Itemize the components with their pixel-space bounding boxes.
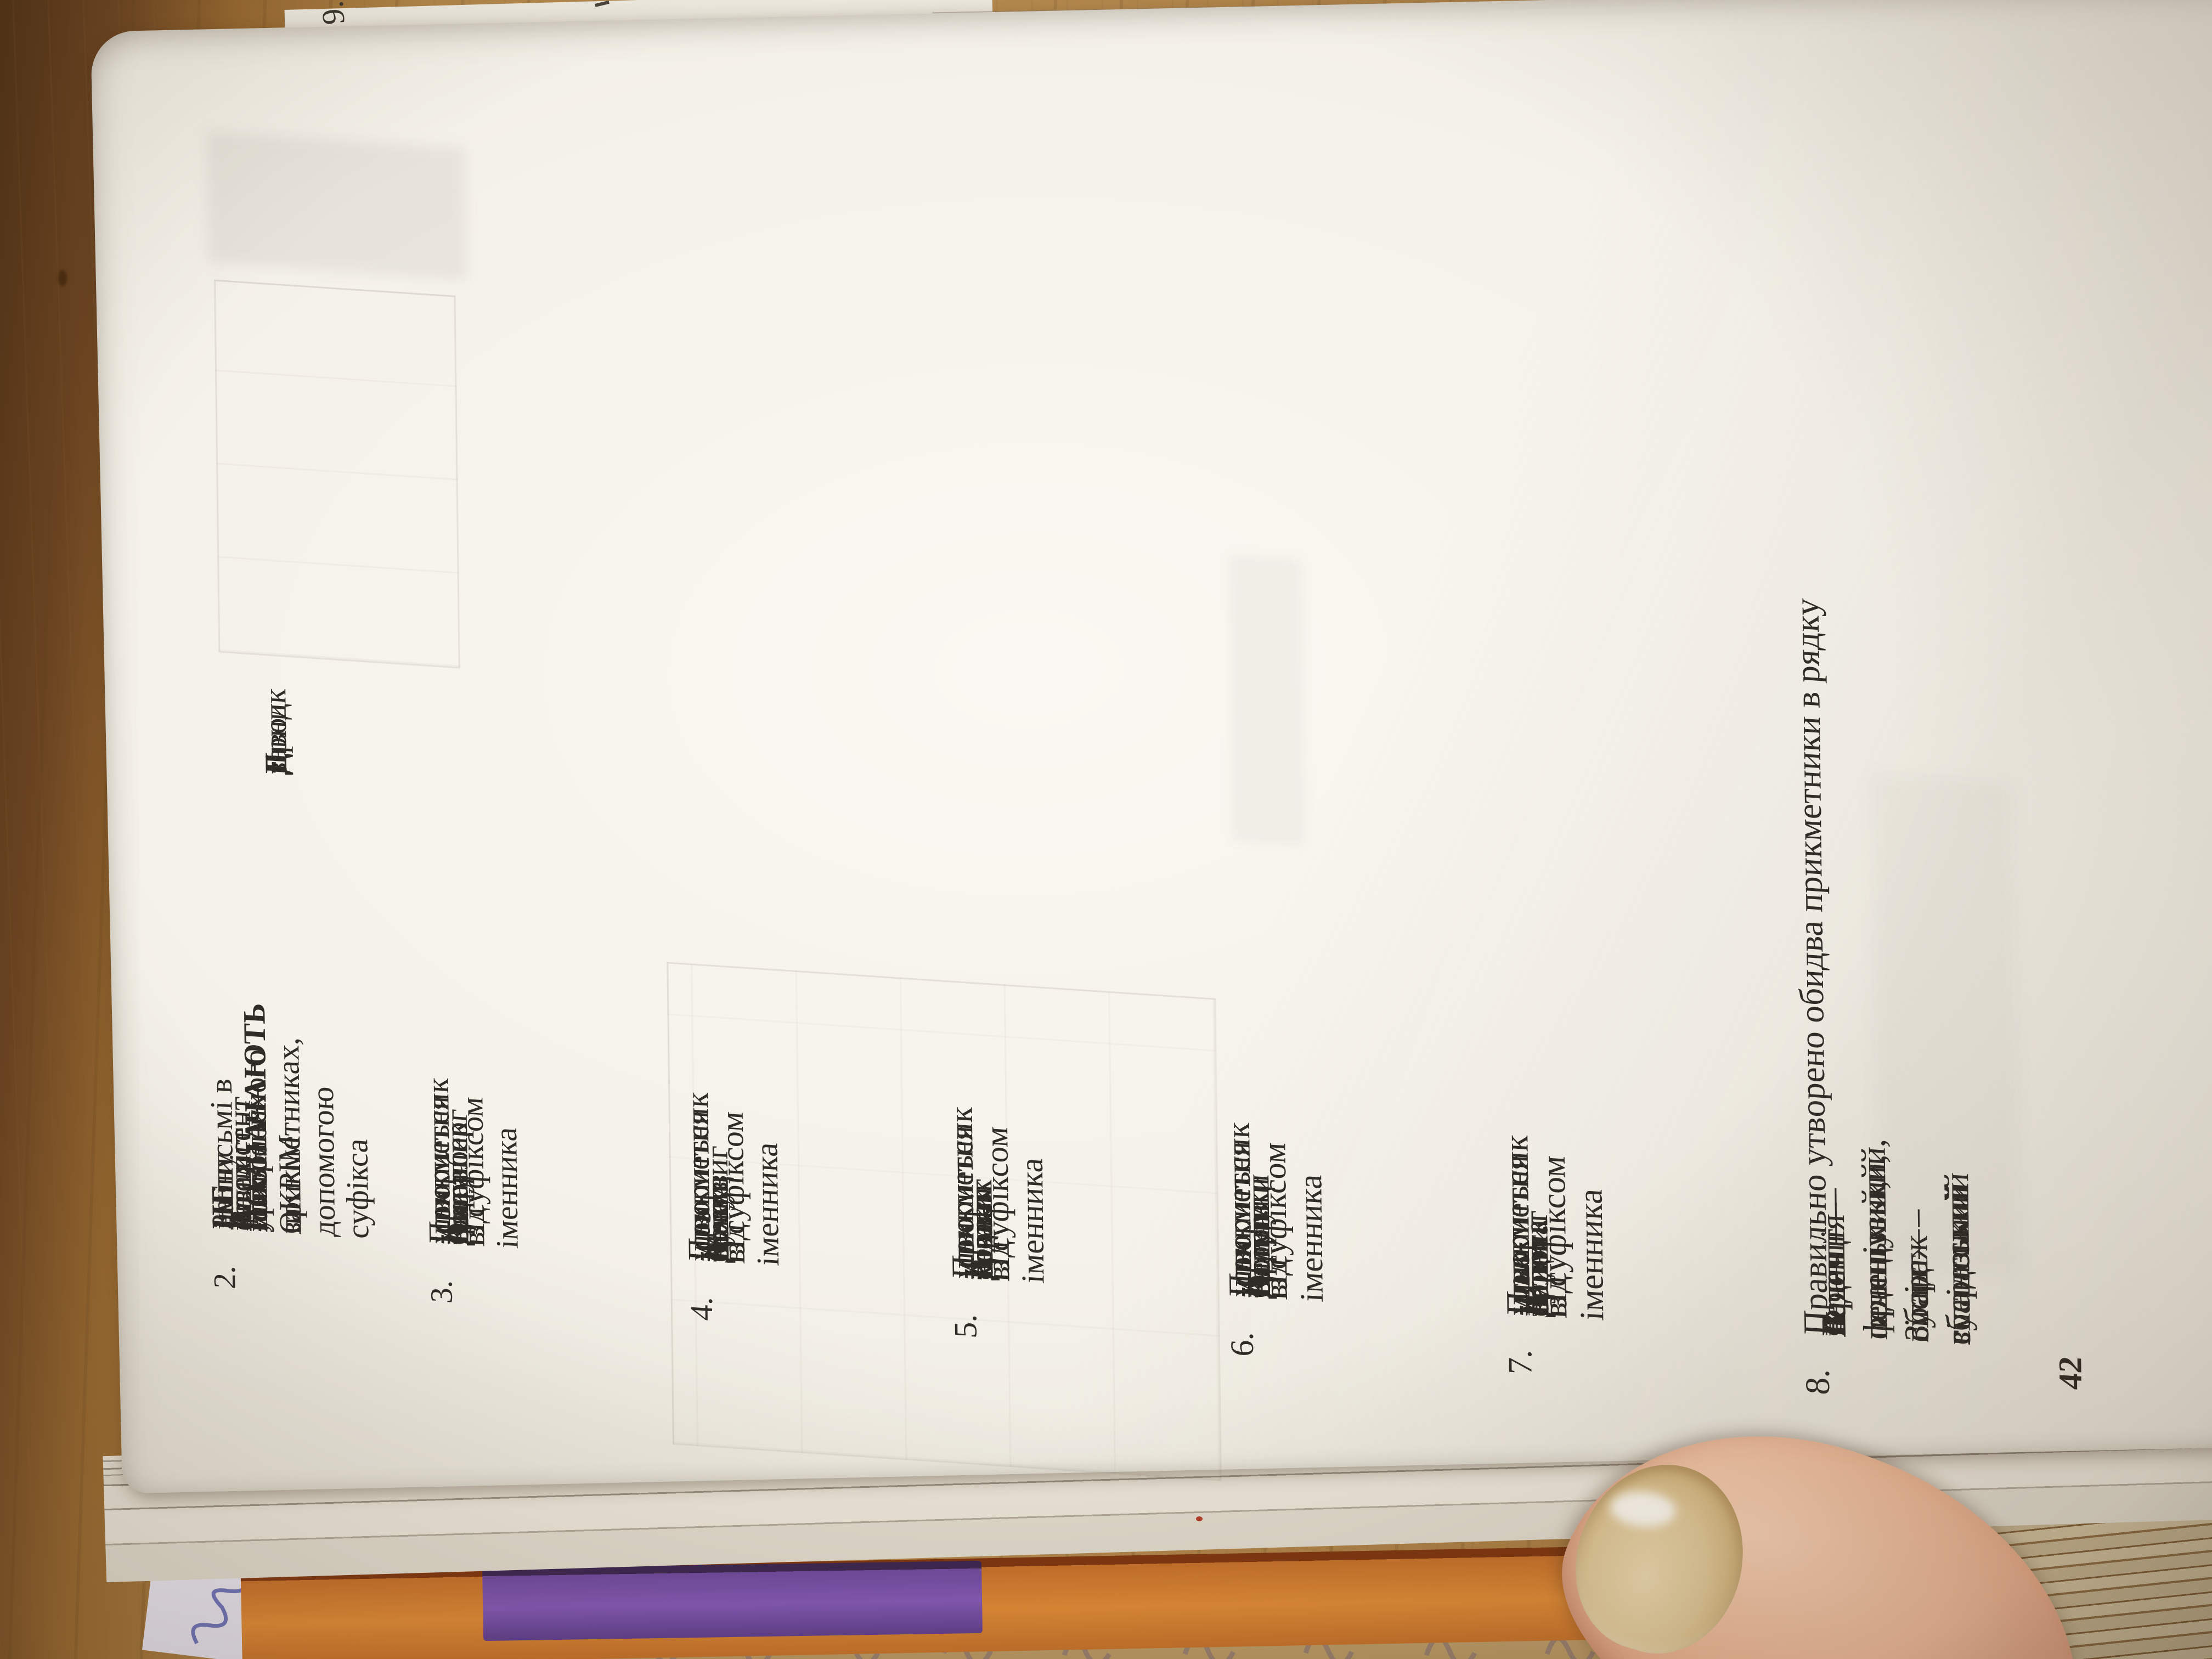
question-number: 6. xyxy=(1223,1330,1261,1358)
option-text: гірник xyxy=(258,687,294,776)
question-block-7: 7. Прикметник із суфіксом -цьк- утворить… xyxy=(1486,156,1611,1376)
red-speck xyxy=(1196,1516,1203,1521)
option-text: Гадяч – гадяцький, Збараж – збаразький xyxy=(1813,1178,1978,1346)
page-number: 42 xyxy=(2052,1355,2089,1391)
wood-knot xyxy=(58,270,67,286)
page-content-rotated: 2. Зміну приголосного НЕ ПОЗНАЧАЮТЬ на п… xyxy=(134,33,2212,1659)
question-block-3: 3. Прикметник із суфіксом -ськ- утворить… xyxy=(409,84,525,1304)
question-number: 8. xyxy=(1798,1367,1837,1396)
question-number: 3. xyxy=(424,1278,459,1305)
question-number: 2. xyxy=(207,1264,242,1290)
option-text: Чернівці xyxy=(1239,1175,1277,1300)
facing-page-text-fragment xyxy=(595,0,610,7)
show-through-table xyxy=(214,279,460,669)
option-text: інтелігент xyxy=(222,1095,259,1232)
question-block-5: 5. Прикметник із суфіксом -ськ- утворить… xyxy=(932,119,1051,1339)
question-number: 4. xyxy=(683,1295,720,1322)
show-through-smudge xyxy=(1229,555,1305,845)
show-through-smudge xyxy=(206,131,467,280)
option-text: волох xyxy=(1517,1233,1556,1318)
question-number: 7. xyxy=(1501,1348,1539,1376)
facing-page-question-number: 9. xyxy=(314,0,352,26)
question-block-6: 6. Прикметник із суфіксом -ськ- утворить… xyxy=(1209,137,1330,1357)
option-text: Мекка xyxy=(699,1175,736,1264)
option-text: печеніг xyxy=(962,1177,1000,1282)
nail-highlight xyxy=(1609,1488,1678,1530)
option-text: Нюрнберг xyxy=(439,1108,476,1246)
question-block-8: 8. Правильно утворено обидва прикметники… xyxy=(1783,176,1977,1396)
question-block-2: 2. Зміну приголосного НЕ ПОЗНАЧАЮТЬ на п… xyxy=(192,70,376,1290)
question-block-4: 4. Прикметник із суфіксом -ськ- утворить… xyxy=(668,101,786,1322)
question-number: 5. xyxy=(947,1312,984,1340)
